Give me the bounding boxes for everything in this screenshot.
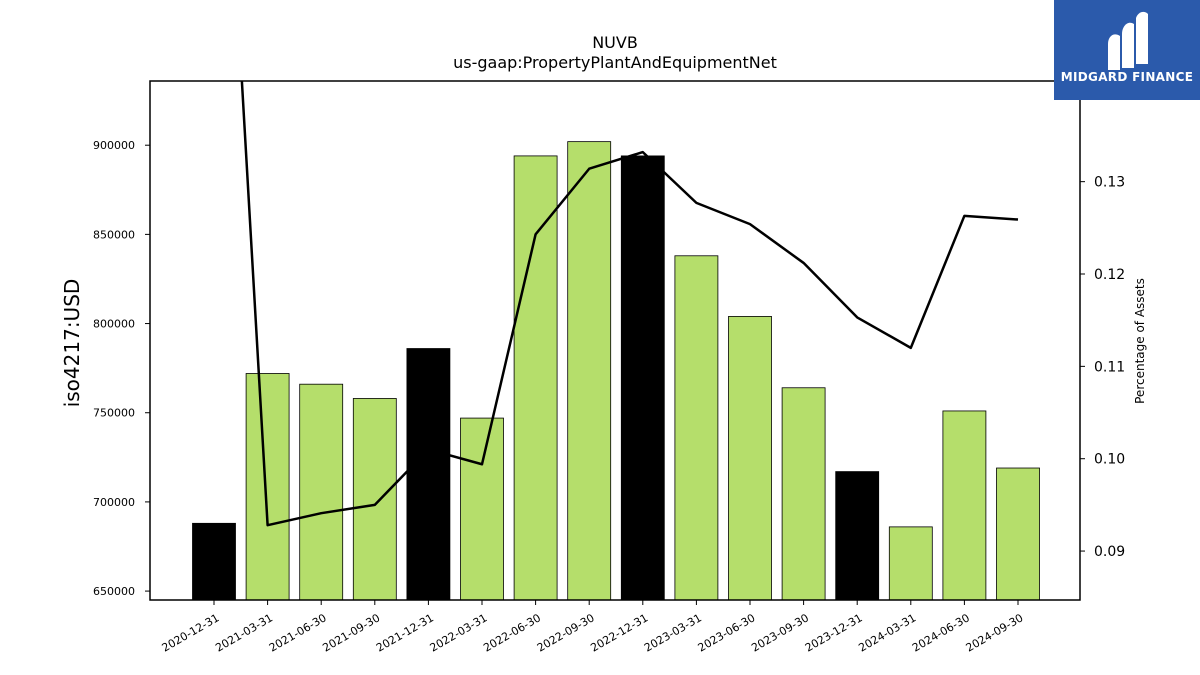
chart-subtitle: us-gaap:PropertyPlantAndEquipmentNet — [453, 53, 777, 72]
y-tick-label-850000: 850000 — [93, 228, 135, 241]
midgard-logo-icon — [1108, 11, 1148, 70]
x-tick-label-2024-03-31: 2024-03-31 — [856, 611, 918, 654]
x-tick-label-2022-09-30: 2022-09-30 — [535, 611, 597, 654]
percentage-line — [240, 81, 1019, 527]
bar-2021-03-31 — [245, 373, 290, 601]
bar-2022-12-31 — [620, 155, 665, 601]
y-tick-label-900000: 900000 — [93, 139, 135, 152]
x-tick-label-2022-03-31: 2022-03-31 — [428, 611, 490, 654]
y2-tick-label-1: 0.10 — [1094, 452, 1125, 468]
bar-2022-06-30 — [513, 155, 558, 601]
bar-2023-12-31 — [835, 471, 880, 601]
x-axis: 2020-12-312021-03-312021-06-302021-09-30… — [160, 600, 1026, 655]
midgard-finance-logo: MIDGARD FINANCE — [1054, 0, 1200, 100]
y2-tick-label-0: 0.09 — [1094, 544, 1125, 560]
bar-2024-03-31 — [888, 526, 933, 601]
x-tick-label-2021-09-30: 2021-09-30 — [320, 611, 382, 654]
x-tick-label-2021-03-31: 2021-03-31 — [213, 611, 275, 654]
plot-frame — [149, 80, 1081, 601]
line-group — [240, 81, 1019, 527]
bar-2022-09-30 — [567, 141, 612, 601]
x-tick-label-2024-09-30: 2024-09-30 — [964, 611, 1026, 654]
bar-2021-12-31 — [406, 348, 451, 601]
bars-group — [192, 141, 1040, 601]
y-tick-label-800000: 800000 — [93, 318, 135, 331]
x-tick-label-2022-12-31: 2022-12-31 — [588, 611, 650, 654]
y-tick-label-650000: 650000 — [93, 585, 135, 598]
y2-axis-label: Percentage of Assets — [1133, 278, 1147, 404]
chart-title: NUVB — [592, 33, 638, 52]
bar-2020-12-31 — [192, 522, 236, 601]
x-tick-label-2022-06-30: 2022-06-30 — [481, 611, 543, 654]
bar-2023-09-30 — [781, 387, 826, 601]
bar-2024-06-30 — [942, 410, 987, 601]
y-axis-right: 0.09 0.10 0.11 0.12 0.13 — [1080, 175, 1125, 560]
y-axis-label: iso4217:USD — [60, 279, 84, 408]
logo-text: MIDGARD FINANCE — [1060, 70, 1194, 84]
bar-2021-09-30 — [352, 398, 397, 601]
bar-2022-03-31 — [460, 417, 504, 601]
y-axis-left: 650000 700000 750000 800000 850000 900000 — [93, 139, 150, 598]
bar-2023-03-31 — [674, 255, 719, 601]
x-tick-label-2023-12-31: 2023-12-31 — [803, 611, 865, 654]
x-tick-label-2024-06-30: 2024-06-30 — [910, 611, 972, 654]
x-tick-label-2023-03-31: 2023-03-31 — [642, 611, 704, 654]
x-tick-label-2020-12-31: 2020-12-31 — [160, 611, 222, 654]
x-tick-label-2023-06-30: 2023-06-30 — [696, 611, 758, 654]
x-tick-label-2021-06-30: 2021-06-30 — [267, 611, 329, 654]
bar-2024-09-30 — [996, 467, 1040, 601]
y2-tick-label-3: 0.12 — [1094, 267, 1125, 283]
x-tick-label-2023-09-30: 2023-09-30 — [749, 611, 811, 654]
y2-tick-label-4: 0.13 — [1094, 175, 1125, 191]
bar-2023-06-30 — [728, 316, 772, 601]
y2-tick-label-2: 0.11 — [1094, 359, 1125, 375]
y-tick-label-750000: 750000 — [93, 407, 135, 420]
x-tick-label-2021-12-31: 2021-12-31 — [374, 611, 436, 654]
bar-2021-06-30 — [299, 383, 344, 601]
y-tick-label-700000: 700000 — [93, 496, 135, 509]
